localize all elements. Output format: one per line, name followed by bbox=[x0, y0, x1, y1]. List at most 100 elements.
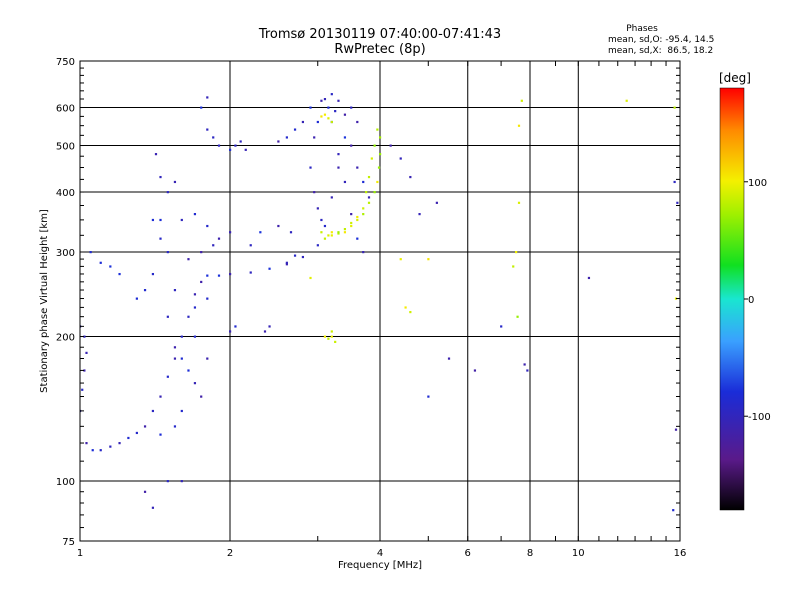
data-point-o bbox=[154, 153, 158, 156]
data-point-x bbox=[323, 113, 327, 116]
data-point-o bbox=[173, 180, 177, 184]
colorbar bbox=[719, 87, 745, 511]
data-point-x bbox=[376, 180, 379, 184]
data-point-o bbox=[180, 480, 183, 483]
legend-line-x: mean, sd,X: 86.5, 18.2 bbox=[608, 46, 713, 56]
data-point-o bbox=[143, 490, 147, 493]
data-point-o bbox=[135, 431, 138, 435]
data-point-o bbox=[285, 261, 288, 264]
axis-ticks bbox=[79, 60, 681, 542]
data-point-o bbox=[447, 357, 451, 360]
data-point-x bbox=[327, 234, 330, 237]
data-point-x bbox=[516, 315, 519, 318]
colorbar-ticks: 100 0 -100 bbox=[744, 178, 771, 423]
data-point-o bbox=[309, 106, 312, 109]
data-point-o bbox=[180, 409, 183, 413]
data-point-o bbox=[118, 272, 121, 276]
data-point-x bbox=[327, 337, 330, 340]
data-point-o bbox=[85, 351, 88, 354]
data-point-x bbox=[356, 215, 359, 219]
data-point-o bbox=[173, 346, 177, 349]
data-point-o bbox=[356, 120, 359, 124]
data-point-x bbox=[323, 335, 327, 338]
data-point-o bbox=[259, 231, 262, 234]
data-point-x bbox=[399, 258, 402, 261]
data-point-o bbox=[323, 98, 327, 101]
data-point-x bbox=[427, 258, 430, 261]
data-point-o bbox=[316, 244, 319, 247]
data-point-o bbox=[83, 369, 86, 372]
data-point-o bbox=[193, 382, 197, 385]
x-tick-label: 4 bbox=[377, 548, 383, 559]
y-tick-label: 500 bbox=[56, 142, 75, 153]
x-tick-label: 10 bbox=[572, 548, 585, 559]
data-point-o bbox=[500, 325, 503, 328]
data-point-x bbox=[327, 117, 330, 120]
data-point-o bbox=[435, 201, 438, 204]
data-point-o bbox=[672, 509, 675, 512]
data-point-o bbox=[206, 357, 209, 360]
data-point-o bbox=[173, 357, 177, 360]
data-point-o bbox=[193, 213, 197, 216]
data-point-x bbox=[520, 99, 523, 102]
data-point-x bbox=[330, 335, 333, 338]
data-point-o bbox=[206, 297, 209, 300]
data-point-o bbox=[151, 506, 155, 509]
data-point-o bbox=[293, 254, 297, 257]
y-tick-label: 600 bbox=[56, 104, 75, 115]
data-point-o bbox=[473, 369, 477, 372]
data-point-x bbox=[367, 175, 371, 179]
y-tick-label: 75 bbox=[62, 537, 75, 548]
data-point-x bbox=[409, 310, 412, 314]
data-point-o bbox=[244, 148, 247, 151]
data-point-o bbox=[523, 363, 526, 366]
data-point-o bbox=[301, 120, 305, 124]
data-point-o bbox=[356, 166, 359, 169]
data-point-x bbox=[379, 136, 382, 139]
data-point-o bbox=[277, 140, 280, 143]
x-tick-label: 1 bbox=[77, 548, 83, 559]
data-point-x bbox=[377, 166, 381, 169]
data-point-x bbox=[356, 218, 359, 222]
data-point-o bbox=[109, 445, 112, 448]
data-point-o bbox=[285, 263, 288, 266]
data-point-o bbox=[234, 144, 237, 147]
y-tick-label: 750 bbox=[56, 57, 75, 68]
data-point-o bbox=[99, 261, 102, 264]
data-point-o bbox=[166, 315, 169, 318]
data-point-x bbox=[337, 231, 340, 234]
data-point-x bbox=[334, 340, 337, 344]
data-point-o bbox=[193, 293, 197, 296]
data-point-o bbox=[151, 409, 155, 413]
colorbar-tick-label: 0 bbox=[748, 295, 754, 306]
data-point-o bbox=[89, 251, 92, 254]
data-point-o bbox=[277, 224, 280, 228]
data-point-o bbox=[418, 213, 421, 216]
data-point-x bbox=[625, 99, 628, 102]
data-point-o bbox=[135, 297, 138, 300]
data-point-o bbox=[409, 175, 412, 179]
data-point-x bbox=[517, 124, 521, 127]
data-point-o bbox=[249, 271, 252, 274]
data-point-o bbox=[109, 265, 112, 268]
data-point-x bbox=[320, 231, 323, 234]
data-point-o bbox=[159, 175, 162, 179]
x-axis-label: Frequency [MHz] bbox=[338, 560, 422, 571]
data-point-x bbox=[379, 153, 382, 156]
data-point-o bbox=[316, 120, 319, 124]
data-point-o bbox=[229, 231, 232, 234]
data-point-o bbox=[166, 480, 169, 483]
y-tick-label: 100 bbox=[56, 477, 75, 488]
data-point-o bbox=[193, 335, 197, 338]
grid-lines bbox=[80, 61, 680, 541]
data-point-o bbox=[289, 231, 293, 234]
data-point-o bbox=[81, 388, 84, 391]
data-point-x bbox=[337, 232, 340, 235]
data-point-o bbox=[673, 180, 676, 184]
data-point-o bbox=[212, 244, 215, 247]
data-point-o bbox=[367, 196, 371, 199]
data-point-o bbox=[334, 110, 337, 113]
data-point-o bbox=[217, 237, 221, 240]
data-point-x bbox=[365, 191, 368, 194]
